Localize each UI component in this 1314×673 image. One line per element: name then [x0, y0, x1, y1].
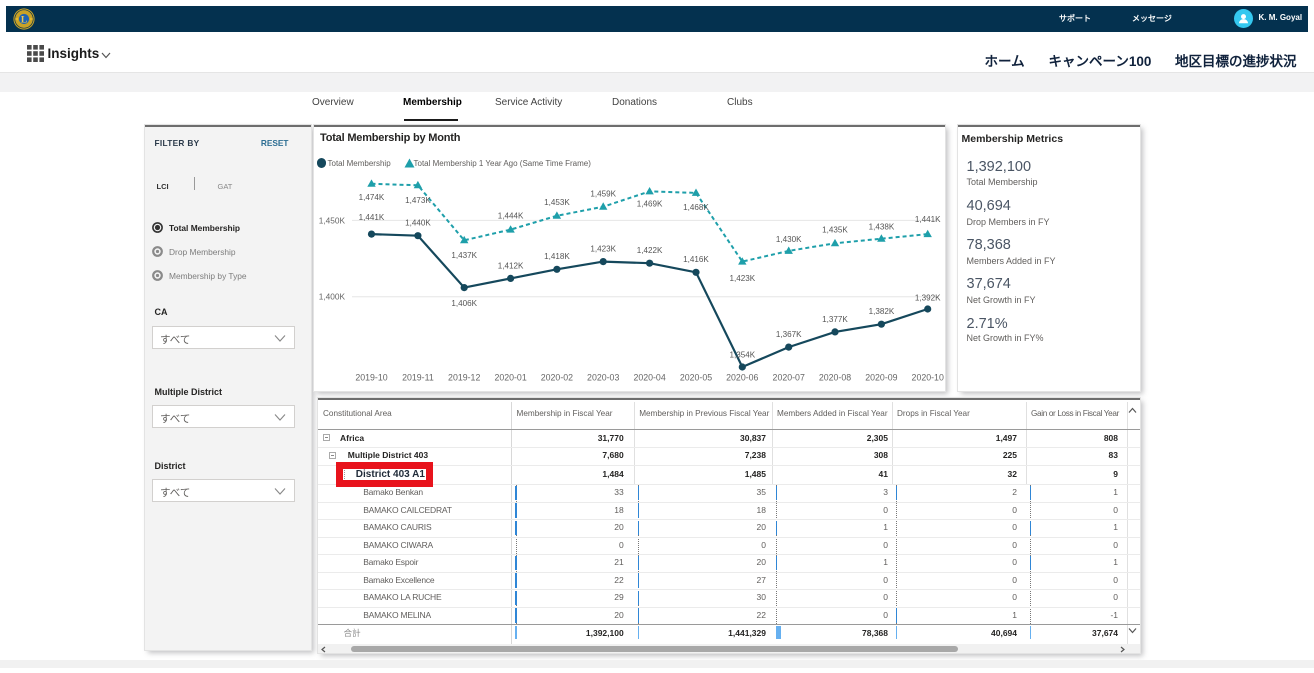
svg-text:L: L [21, 15, 27, 25]
svg-text:1,441K: 1,441K [914, 215, 940, 224]
svg-text:2020-04: 2020-04 [633, 372, 665, 382]
svg-text:2020-08: 2020-08 [818, 372, 850, 382]
svg-text:1,418K: 1,418K [544, 252, 570, 261]
svg-text:1,468K: 1,468K [683, 203, 709, 212]
svg-text:1,423K: 1,423K [729, 274, 755, 283]
svg-text:1,382K: 1,382K [868, 307, 894, 316]
svg-text:2020-09: 2020-09 [865, 372, 897, 382]
svg-text:1,469K: 1,469K [636, 199, 662, 208]
svg-text:1,354K: 1,354K [729, 350, 755, 359]
svg-text:2019-10: 2019-10 [355, 372, 387, 382]
svg-text:1,392K: 1,392K [914, 293, 940, 302]
svg-text:2020-07: 2020-07 [772, 372, 804, 382]
svg-text:2020-01: 2020-01 [494, 372, 526, 382]
svg-text:1,435K: 1,435K [822, 226, 848, 235]
svg-text:1,444K: 1,444K [497, 212, 523, 221]
svg-text:1,423K: 1,423K [590, 245, 616, 254]
svg-text:1,437K: 1,437K [451, 251, 477, 260]
svg-text:2020-05: 2020-05 [679, 372, 711, 382]
svg-text:1,473K: 1,473K [405, 196, 431, 205]
svg-text:1,438K: 1,438K [868, 223, 894, 232]
svg-text:2019-11: 2019-11 [402, 372, 434, 382]
svg-text:1,453K: 1,453K [544, 198, 570, 207]
svg-text:1,400K: 1,400K [318, 292, 345, 302]
svg-text:1,440K: 1,440K [405, 219, 431, 228]
svg-text:2019-12: 2019-12 [448, 372, 480, 382]
svg-text:1,412K: 1,412K [497, 261, 523, 270]
svg-text:2020-10: 2020-10 [911, 372, 943, 382]
svg-text:1,474K: 1,474K [358, 193, 384, 202]
svg-text:1,416K: 1,416K [683, 255, 709, 264]
svg-text:2020-02: 2020-02 [540, 372, 572, 382]
svg-text:1,377K: 1,377K [822, 315, 848, 324]
svg-text:1,430K: 1,430K [775, 235, 801, 244]
svg-text:1,441K: 1,441K [358, 213, 384, 222]
svg-text:1,406K: 1,406K [451, 299, 477, 308]
svg-text:1,450K: 1,450K [318, 215, 345, 225]
svg-text:1,367K: 1,367K [775, 330, 801, 339]
svg-text:1,422K: 1,422K [636, 246, 662, 255]
svg-text:2020-03: 2020-03 [587, 372, 619, 382]
svg-text:1,459K: 1,459K [590, 190, 616, 199]
svg-text:2020-06: 2020-06 [726, 372, 758, 382]
